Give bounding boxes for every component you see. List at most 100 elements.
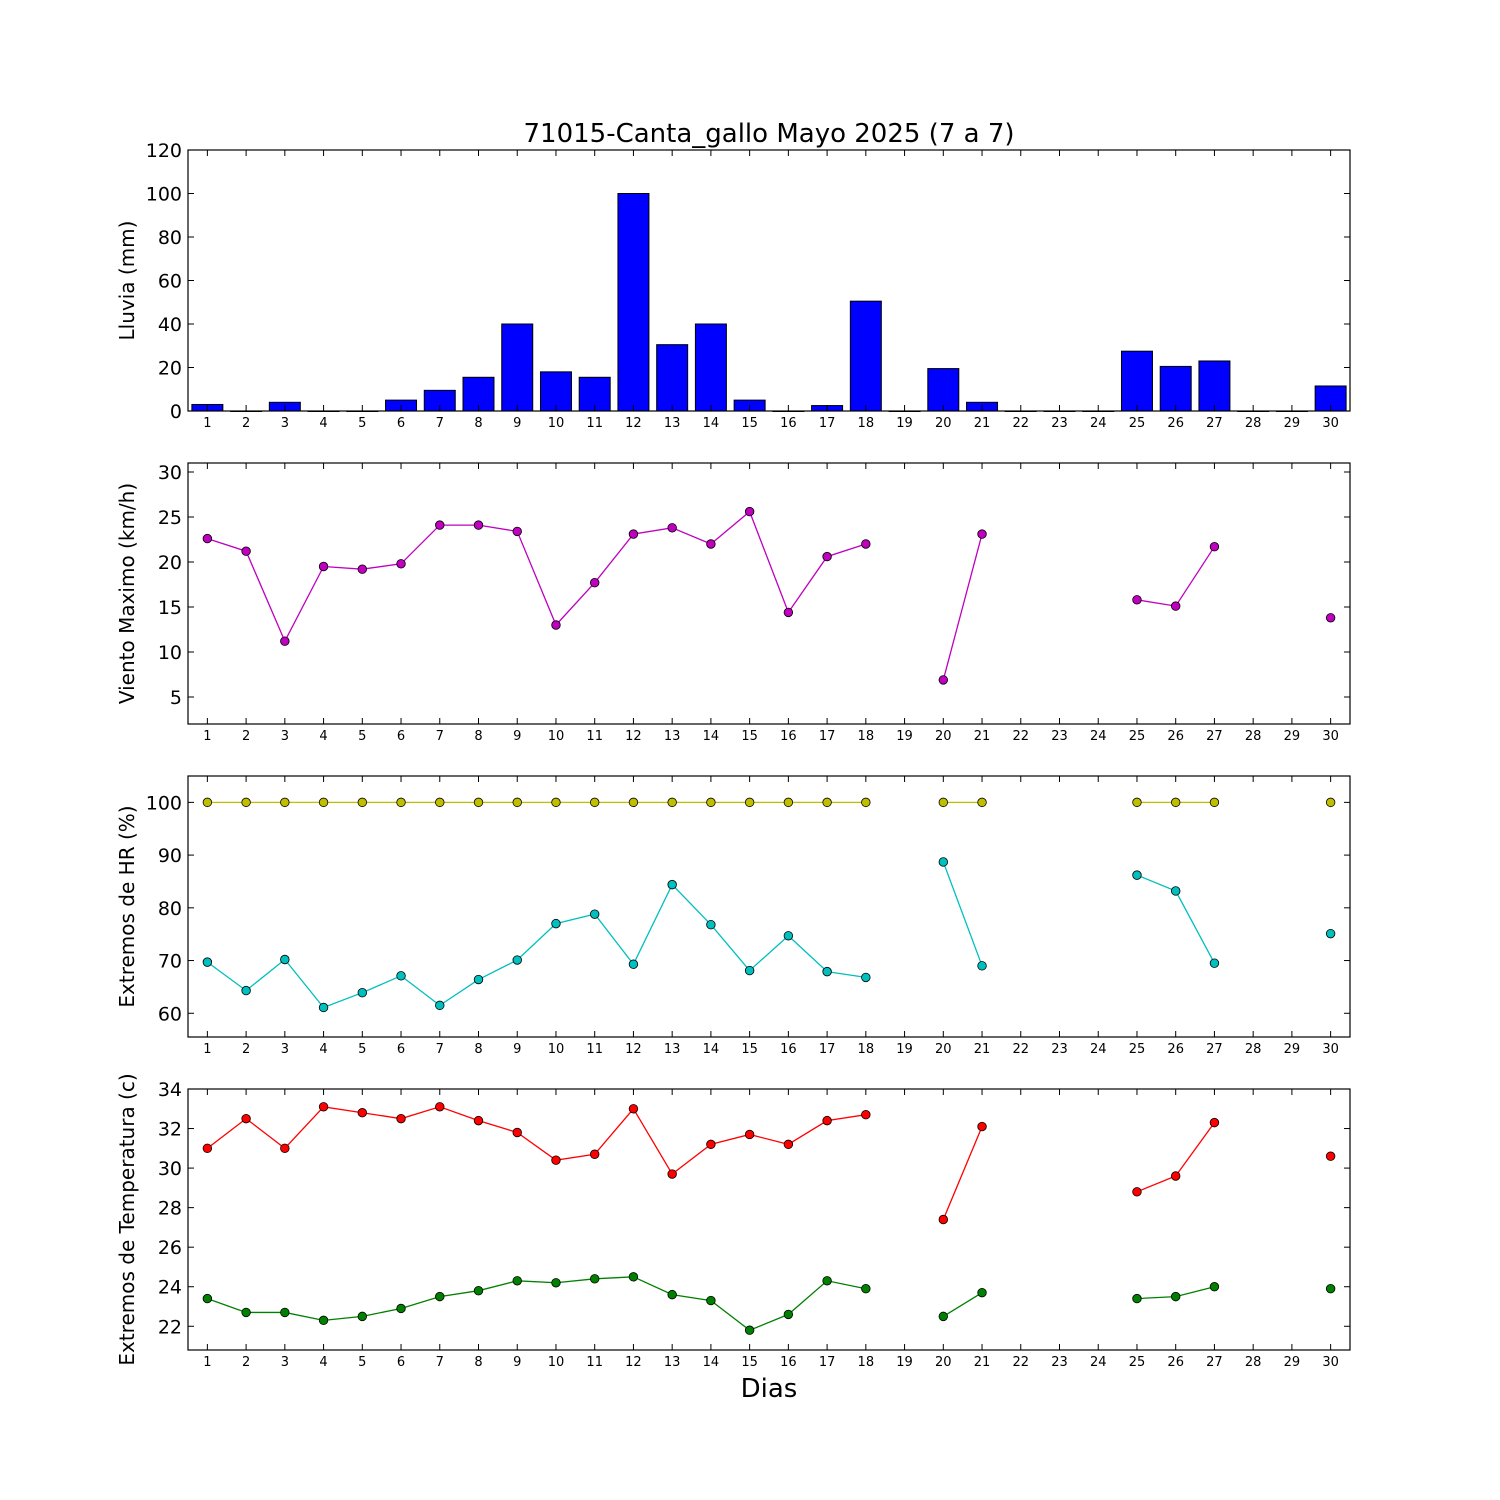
x-tick-label: 20 <box>935 1042 952 1057</box>
series-1-point-day-9 <box>512 955 522 965</box>
series-0-point-day-30 <box>1325 1151 1336 1161</box>
x-tick-label: 13 <box>664 729 681 744</box>
series-0-point-day-14 <box>706 797 716 808</box>
panel-frame <box>187 462 1351 725</box>
series-1-line-0 <box>207 1276 866 1331</box>
x-tick-label: 13 <box>664 416 681 431</box>
x-tick-label: 12 <box>625 1355 642 1370</box>
x-tick-label: 11 <box>586 1042 603 1057</box>
x-tick-label: 30 <box>1322 416 1339 431</box>
x-tick-label: 29 <box>1284 1355 1301 1370</box>
x-tick-label: 18 <box>858 729 875 744</box>
x-tick-label: 27 <box>1206 416 1223 431</box>
series-0-point-day-10 <box>551 797 561 808</box>
y-tick-label: 26 <box>158 1237 182 1259</box>
x-tick-label: 24 <box>1090 416 1107 431</box>
x-tick-label: 14 <box>703 1042 720 1057</box>
series-0-point-day-13 <box>667 1169 677 1179</box>
series-0-point-day-10 <box>551 1155 561 1165</box>
series-1-point-day-30 <box>1325 1284 1336 1294</box>
series-0-point-day-5 <box>357 564 368 574</box>
x-tick-label: 29 <box>1284 416 1301 431</box>
series-1-point-day-7 <box>435 1000 445 1011</box>
x-tick-label: 15 <box>741 416 758 431</box>
series-0-line-2 <box>1136 546 1215 607</box>
series-0-point-day-6 <box>396 797 406 808</box>
x-tick-label: 1 <box>203 1355 211 1370</box>
x-tick-label: 23 <box>1051 1042 1068 1057</box>
x-tick-label: 24 <box>1090 1042 1107 1057</box>
x-tick-label: 2 <box>242 1042 250 1057</box>
series-0-point-day-1 <box>202 533 213 544</box>
series-1-point-day-2 <box>241 985 251 996</box>
x-tick-label: 22 <box>1012 1355 1029 1370</box>
x-tick-label: 28 <box>1245 1355 1262 1370</box>
series-1-point-day-8 <box>473 1285 484 1296</box>
series-0-point-day-26 <box>1170 797 1181 808</box>
series-0-point-day-26 <box>1170 601 1181 611</box>
series-1-point-day-4 <box>318 1002 329 1013</box>
x-tick-label: 25 <box>1129 416 1146 431</box>
x-tick-label: 8 <box>474 416 482 431</box>
bar-day-25 <box>1120 350 1153 412</box>
bar-day-9 <box>501 323 534 412</box>
series-0-point-day-6 <box>396 559 406 569</box>
x-axis-label: Dias <box>741 1374 798 1404</box>
x-tick-label: 25 <box>1129 1042 1146 1057</box>
x-tick-label: 3 <box>281 416 289 431</box>
series-1-point-day-13 <box>667 879 677 890</box>
bar-day-18 <box>849 300 882 412</box>
x-tick-label: 7 <box>436 416 444 431</box>
panel-frame <box>187 1088 1351 1351</box>
y-tick-label: 80 <box>158 227 182 249</box>
series-1-point-day-5 <box>357 988 368 998</box>
x-tick-label: 22 <box>1012 416 1029 431</box>
x-tick-label: 30 <box>1322 729 1339 744</box>
series-1-point-day-17 <box>822 1276 832 1286</box>
bar-day-20 <box>927 368 960 412</box>
series-0-point-day-21 <box>977 1121 987 1132</box>
x-tick-label: 23 <box>1051 416 1068 431</box>
y-axis-label-wind: Viento Maximo (km/h) <box>115 483 139 704</box>
y-tick-label: 120 <box>146 140 182 162</box>
series-0-point-day-13 <box>667 797 677 808</box>
series-0-point-day-2 <box>241 1113 251 1124</box>
x-tick-label: 19 <box>896 1355 913 1370</box>
x-tick-label: 13 <box>664 1355 681 1370</box>
series-1-point-day-12 <box>628 1272 639 1282</box>
series-0-point-day-21 <box>977 797 987 808</box>
series-1-point-day-20 <box>938 1311 949 1322</box>
x-tick-label: 17 <box>819 1355 836 1370</box>
x-tick-label: 16 <box>780 1355 797 1370</box>
x-tick-label: 4 <box>319 1042 327 1057</box>
series-0-point-day-5 <box>357 797 368 808</box>
series-0-point-day-25 <box>1132 1187 1142 1197</box>
x-tick-label: 5 <box>358 729 366 744</box>
x-tick-label: 28 <box>1245 1042 1262 1057</box>
x-tick-label: 10 <box>548 729 565 744</box>
x-tick-label: 5 <box>358 416 366 431</box>
series-0-point-day-27 <box>1209 542 1220 552</box>
x-tick-label: 7 <box>436 1042 444 1057</box>
series-0-point-day-3 <box>280 636 290 646</box>
x-tick-label: 17 <box>819 1042 836 1057</box>
series-1-point-day-10 <box>551 1278 561 1288</box>
series-0-point-day-11 <box>590 1149 600 1159</box>
series-1-point-day-25 <box>1132 1293 1142 1304</box>
y-tick-label: 60 <box>158 271 182 293</box>
series-1-point-day-10 <box>551 918 561 929</box>
series-1-point-day-9 <box>512 1276 522 1286</box>
series-1-point-day-11 <box>590 1274 600 1284</box>
y-tick-label: 34 <box>158 1079 182 1101</box>
series-0-point-day-3 <box>280 797 290 808</box>
series-1-point-day-7 <box>435 1291 445 1302</box>
series-1-point-day-3 <box>280 1307 290 1318</box>
x-tick-label: 26 <box>1167 416 1184 431</box>
series-1-point-day-17 <box>822 966 832 977</box>
x-tick-label: 17 <box>819 729 836 744</box>
series-1-point-day-13 <box>667 1289 677 1300</box>
x-tick-label: 7 <box>436 1355 444 1370</box>
chart-title: 71015-Canta_gallo Mayo 2025 (7 a 7) <box>523 119 1014 149</box>
